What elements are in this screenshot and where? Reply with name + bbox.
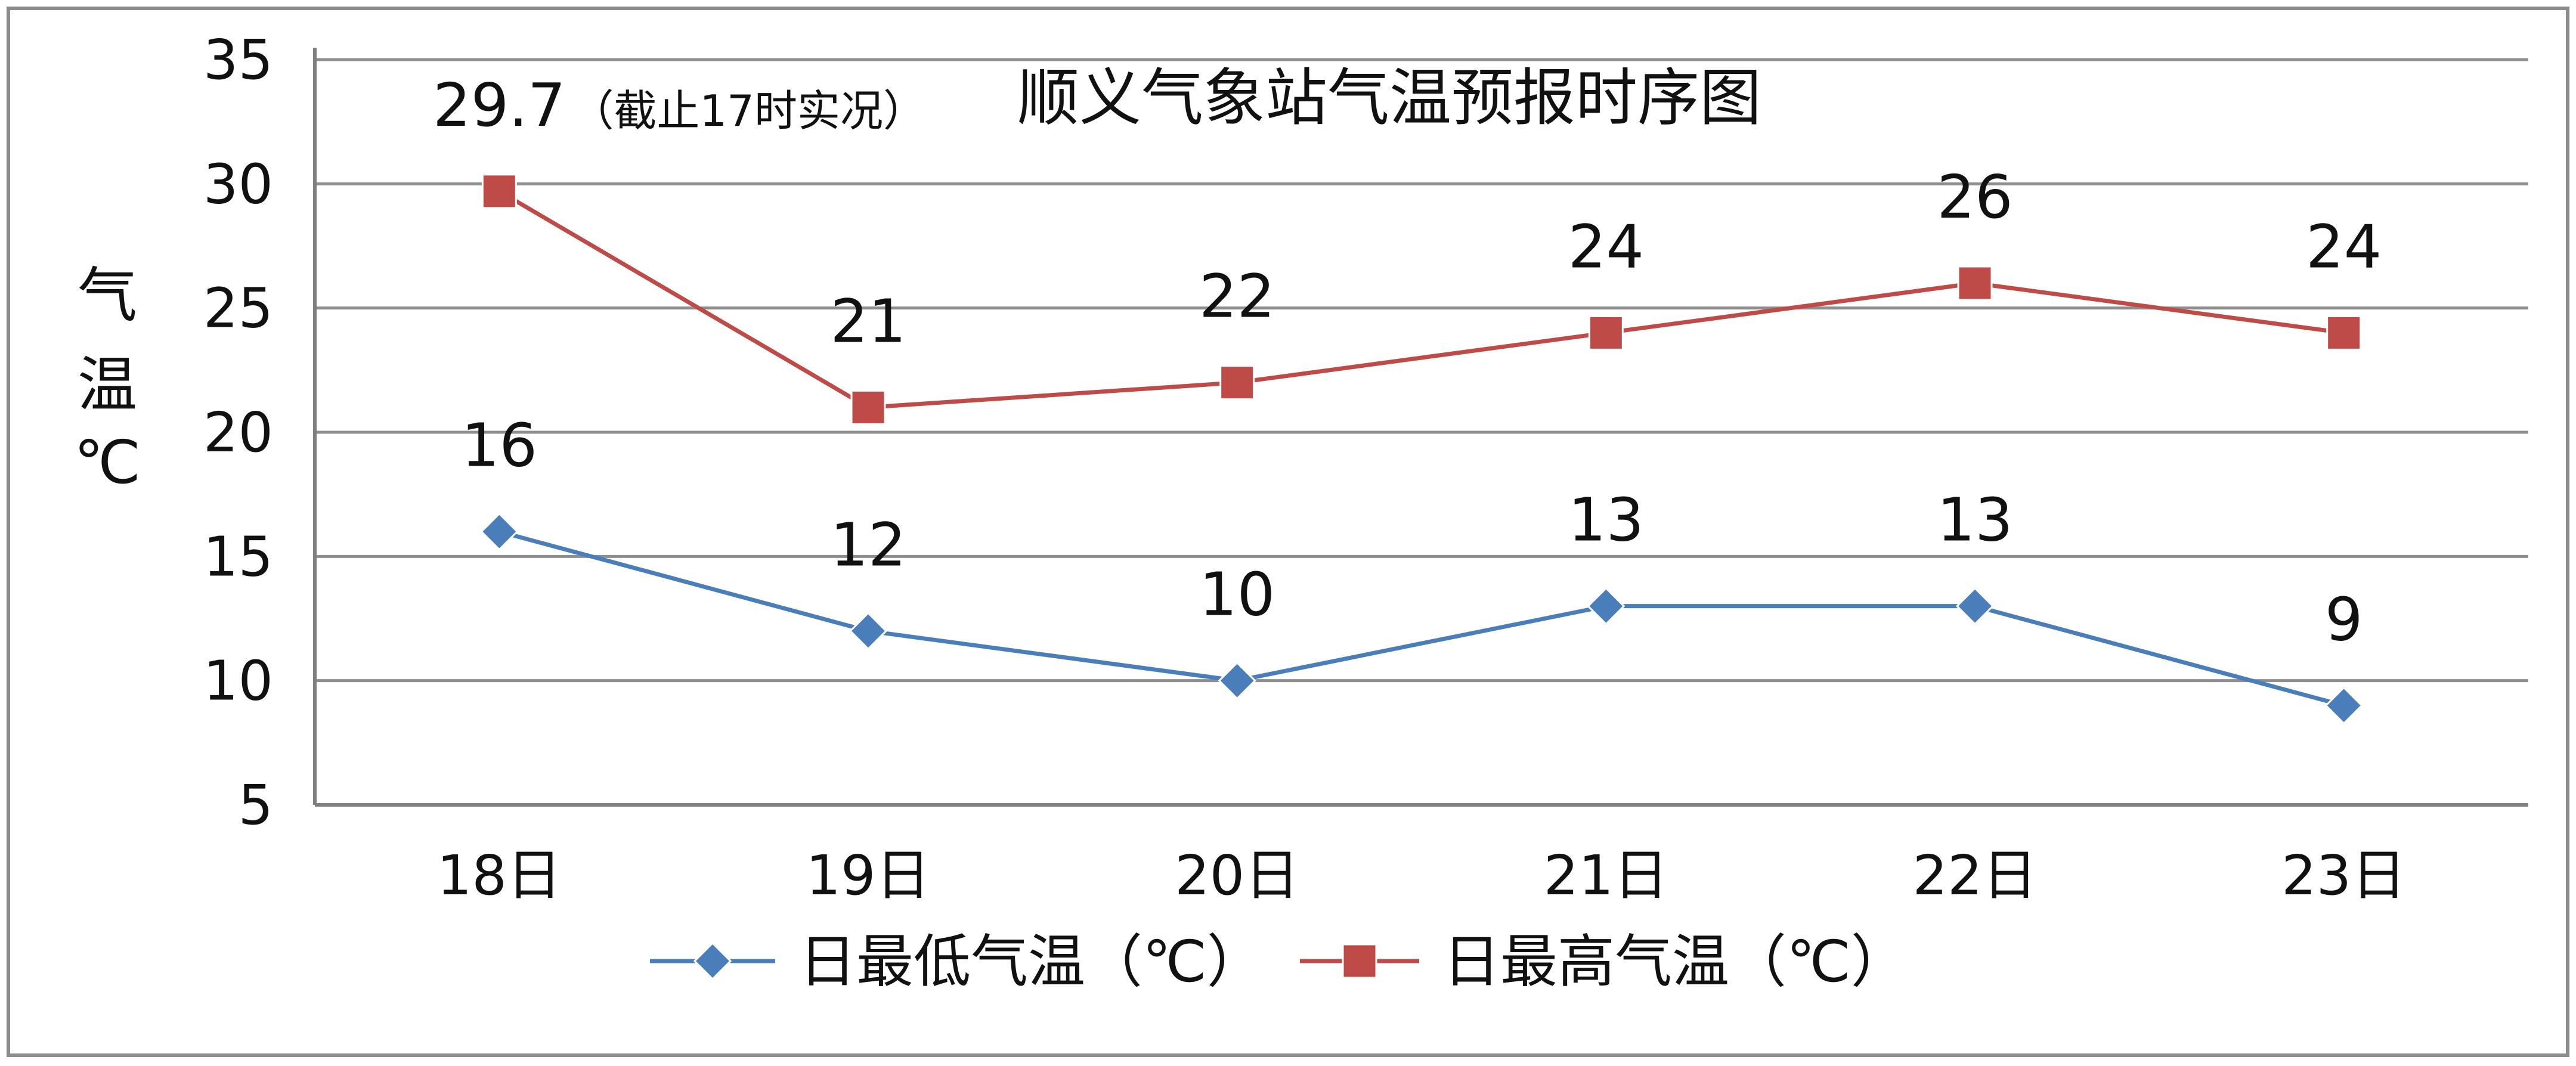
y-axis-label: 气温℃ [74, 261, 141, 497]
data-label: 13 [1568, 485, 1644, 555]
x-tick-label: 18日 [437, 844, 562, 907]
data-label: 9 [2325, 584, 2363, 654]
legend-label: 日最低气温（℃） [799, 928, 1264, 995]
series-max-temp [481, 173, 2362, 425]
data-label: 22 [1199, 262, 1275, 331]
data-label: 13 [1937, 485, 2012, 555]
data-point-square [481, 173, 517, 209]
data-label: 21 [830, 286, 906, 356]
data-label: 29.7 [433, 70, 566, 140]
data-point-diamond [1955, 587, 1995, 625]
legend: 日最低气温（℃） 日最高气温（℃） [650, 928, 1908, 995]
data-point-square [1588, 315, 1624, 351]
legend-item-min: 日最低气温（℃） [650, 928, 1264, 995]
y-tick-label: 30 [203, 152, 273, 216]
x-tick-label: 20日 [1175, 844, 1299, 907]
data-label: 24 [1568, 212, 1644, 281]
x-tick-label: 19日 [806, 844, 930, 907]
legend-item-max: 日最高气温（℃） [1300, 928, 1908, 995]
annotation-text: （截止17时实况） [571, 86, 926, 136]
legend-label: 日最高气温（℃） [1443, 928, 1908, 995]
chart-title: 顺义气象站气温预报时序图 [1017, 61, 1761, 134]
data-label: 12 [830, 510, 906, 580]
data-label: 10 [1199, 560, 1275, 630]
series-line [498, 189, 2345, 410]
series-layer [480, 173, 2363, 725]
data-point-diamond [480, 512, 519, 551]
data-point-diamond [693, 941, 732, 981]
data-label: 16 [462, 411, 537, 481]
data-point-square [1957, 265, 1993, 301]
y-tick-label: 15 [203, 525, 273, 588]
data-label: 24 [2306, 212, 2382, 281]
y-tick-label: 35 [203, 28, 273, 92]
y-axis-label-char: ℃ [74, 427, 141, 497]
data-point-square [1342, 943, 1377, 979]
series-min-temp [480, 512, 2363, 725]
data-point-diamond [1587, 587, 1626, 625]
data-point-square [2326, 315, 2362, 351]
data-point-diamond [2324, 686, 2363, 725]
grid-lines [315, 58, 2528, 683]
y-tick-label: 25 [203, 277, 273, 340]
x-tick-label: 23日 [2281, 844, 2406, 907]
y-tick-label: 10 [203, 649, 273, 713]
axes: 5 10 15 20 25 30 35 18日 19日 20日 21日 22日 23日 [203, 28, 2528, 907]
y-axis-label-char: 气 [78, 261, 137, 330]
series-line [499, 529, 2345, 708]
data-point-diamond [1218, 661, 1256, 700]
data-point-square [850, 389, 886, 425]
data-labels: 16 12 10 13 13 9 29.7 21 22 24 26 24 （截止17时实况） [433, 70, 2382, 655]
y-axis-label-char: 温 [78, 350, 137, 420]
y-tick-label: 20 [203, 401, 273, 464]
data-point-diamond [849, 612, 888, 650]
x-tick-label: 21日 [1544, 844, 1668, 907]
y-tick-label: 5 [238, 773, 273, 837]
x-tick-label: 22日 [1912, 844, 2037, 907]
data-label: 26 [1937, 162, 2012, 232]
data-point-square [1219, 365, 1255, 401]
